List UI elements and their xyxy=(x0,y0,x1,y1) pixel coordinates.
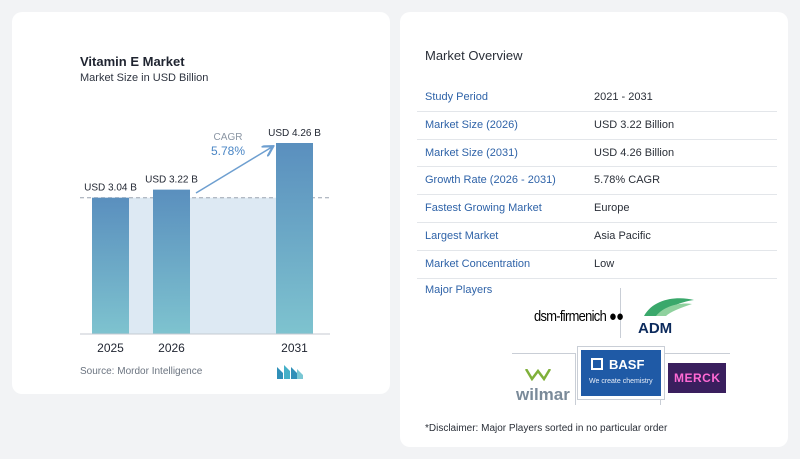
source-note: Source: Mordor Intelligence xyxy=(80,366,203,377)
bar-2025 xyxy=(92,197,129,334)
cagr-value: 5.78% xyxy=(211,144,245,158)
row-value: USD 3.22 Billion xyxy=(594,118,675,131)
cagr-arrow xyxy=(195,147,272,194)
row-label: Market Concentration xyxy=(425,257,531,270)
adm-leaf-icon xyxy=(644,298,694,316)
merck-wordmark: MERCK xyxy=(674,371,721,385)
row-largest-market: Largest Market Asia Pacific xyxy=(417,223,777,251)
basf-logo: BASF We create chemistry xyxy=(578,347,664,399)
major-players-title: Major Players xyxy=(425,284,493,296)
logo-divider xyxy=(575,353,576,405)
basf-square-icon xyxy=(591,358,603,370)
overview-table: Study Period 2021 - 2031 Market Size (20… xyxy=(417,84,777,279)
cagr-label: CAGR xyxy=(214,132,243,143)
row-value: 2021 - 2031 xyxy=(594,91,653,103)
wilmar-logo: wilmar xyxy=(516,368,572,404)
row-label: Largest Market xyxy=(425,229,499,242)
row-label: Growth Rate (2026 - 2031) xyxy=(425,174,556,187)
basf-wordmark: BASF xyxy=(609,357,645,372)
overview-title: Market Overview xyxy=(425,48,523,63)
adm-logo: ADM xyxy=(636,296,700,337)
row-value: 5.78% CAGR xyxy=(594,174,661,187)
row-growth-rate: Growth Rate (2026 - 2031) 5.78% CAGR xyxy=(417,167,777,196)
row-value: Asia Pacific xyxy=(594,229,651,242)
dsm-dots-icon: ●● xyxy=(606,308,624,325)
row-value: USD 4.26 Billion xyxy=(594,146,675,159)
row-study-period: Study Period 2021 - 2031 xyxy=(417,84,777,112)
bar-chart: USD 3.04 B 2025 USD 3.22 B 2026 USD 4.26 B 20… xyxy=(80,128,330,355)
x-tick-2026: 2026 xyxy=(158,341,185,355)
row-market-concentration: Market Concentration Low xyxy=(417,251,777,279)
row-value: Low xyxy=(594,257,615,270)
basf-tagline: We create chemistry xyxy=(589,378,653,385)
mordor-intelligence-logo xyxy=(277,365,303,379)
row-label: Market Size (2031) xyxy=(425,146,518,159)
data-label-2025: USD 3.04 B xyxy=(84,183,137,194)
logo-divider xyxy=(660,353,730,354)
row-market-size-2026: Market Size (2026) USD 3.22 Billion xyxy=(417,112,777,140)
dsm-firmenich-logo: dsm-firmenich ●● xyxy=(534,308,624,325)
wilmar-wordmark: wilmar xyxy=(516,385,570,404)
row-label: Fastest Growing Market xyxy=(425,202,542,215)
bar-2026 xyxy=(153,189,190,334)
chart-title: Vitamin E Market xyxy=(80,54,185,69)
logo-divider xyxy=(620,288,621,338)
x-tick-2031: 2031 xyxy=(281,341,308,355)
row-fastest-growing: Fastest Growing Market Europe xyxy=(417,195,777,223)
row-value: Europe xyxy=(594,202,630,215)
row-label: Market Size (2026) xyxy=(425,118,518,131)
row-market-size-2031: Market Size (2031) USD 4.26 Billion xyxy=(417,140,777,168)
logo-divider xyxy=(512,353,575,354)
x-tick-2025: 2025 xyxy=(97,341,124,355)
dsm-firmenich-wordmark: dsm-firmenich xyxy=(534,308,607,325)
row-label: Study Period xyxy=(425,91,488,103)
merck-logo: MERCK xyxy=(668,363,726,393)
disclaimer-note: *Disclaimer: Major Players sorted in no … xyxy=(425,423,668,434)
bar-2031 xyxy=(276,143,313,334)
wilmar-mark-icon xyxy=(524,368,552,382)
data-label-2026: USD 3.22 B xyxy=(145,175,198,186)
chart-subtitle: Market Size in USD Billion xyxy=(80,72,209,84)
adm-wordmark: ADM xyxy=(638,320,673,337)
data-label-2031: USD 4.26 B xyxy=(268,128,321,139)
